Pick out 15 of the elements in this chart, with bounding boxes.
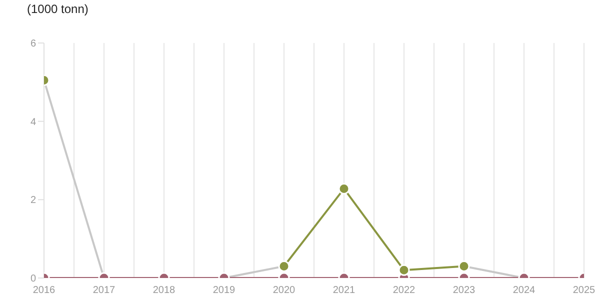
x-tick-label: 2023	[452, 285, 476, 296]
x-tick-label: 2019	[212, 285, 236, 296]
x-tick-label: 2017	[92, 285, 116, 296]
x-tick-label: 2025	[572, 285, 596, 296]
x-tick-label: 2024	[512, 285, 536, 296]
x-tick-label: 2020	[272, 285, 296, 296]
x-tick-label: 2018	[152, 285, 176, 296]
chart-title: (1000 tonn)	[27, 2, 88, 16]
x-tick-label: 2022	[392, 285, 416, 296]
y-tick-label: 6	[30, 38, 36, 50]
y-tick-label: 2	[30, 195, 36, 206]
y-tick-label: 4	[30, 116, 36, 128]
y-tick-label: 0	[30, 274, 36, 285]
x-tick-label: 2021	[332, 285, 356, 296]
x-tick-label: 2016	[32, 285, 56, 296]
